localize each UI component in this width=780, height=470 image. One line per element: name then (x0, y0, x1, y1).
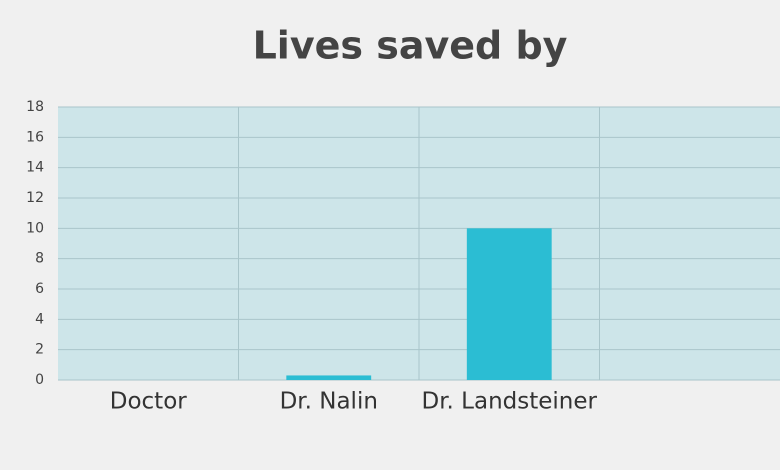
y-tick-label: 8 (35, 251, 44, 267)
y-tick-label: 16 (26, 129, 44, 145)
y-tick-label: 6 (35, 281, 44, 297)
bar (466, 228, 552, 380)
x-tick-label: Doctor (110, 389, 188, 415)
y-tick-label: 2 (35, 342, 44, 358)
y-tick-label: 10 (26, 220, 44, 236)
x-tick-label: Dr. Nalin (280, 389, 378, 415)
bar (286, 375, 372, 380)
y-tick-label: 4 (35, 311, 44, 327)
y-tick-label: 14 (26, 160, 44, 176)
chart-title: Lives saved by (253, 24, 568, 68)
x-tick-label: Dr. Landsteiner (422, 389, 598, 415)
y-tick-label: 0 (35, 372, 44, 388)
y-tick-label: 18 (26, 99, 44, 115)
y-tick-label: 12 (26, 190, 44, 206)
